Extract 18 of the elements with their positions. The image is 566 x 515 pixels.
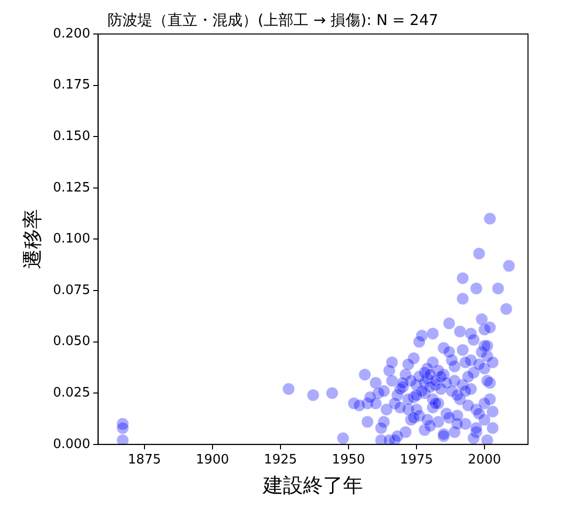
y-tick-label: 0.150	[53, 128, 90, 144]
x-tick-label: 2000	[468, 452, 502, 468]
x-tick-label: 1975	[400, 452, 434, 468]
y-tick-label: 0.100	[53, 232, 90, 247]
y-axis-title: 遷移率	[20, 209, 44, 270]
x-tick-label: 1950	[332, 452, 366, 468]
y-tick-label: 0.025	[53, 385, 90, 400]
y-tick-label: 0.200	[53, 26, 90, 42]
x-tick-label: 1925	[264, 452, 298, 468]
x-tick-label: 1900	[196, 452, 230, 468]
y-tick-label: 0.000	[53, 436, 90, 452]
x-tick-label: 1875	[128, 452, 162, 468]
chart-title: 防波堤（直立・混成）(上部工 → 損傷): N = 247	[108, 10, 438, 29]
y-tick-label: 0.075	[53, 282, 90, 298]
y-tick-label: 0.125	[53, 180, 90, 196]
x-axis-title: 建設終了年	[262, 473, 364, 498]
y-tick-label: 0.175	[53, 78, 90, 93]
y-tick-label: 0.050	[53, 334, 90, 350]
